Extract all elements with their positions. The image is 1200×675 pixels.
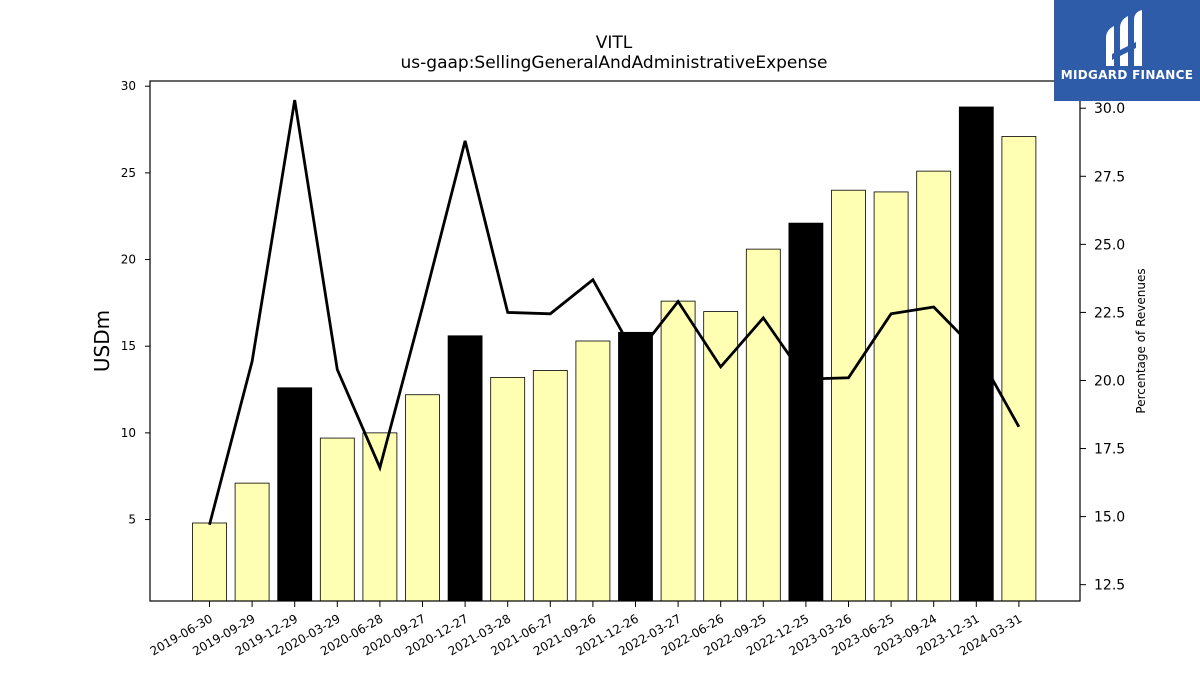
y-right-tick-label: 27.5 [1094,169,1125,185]
bar-2021-03-28 [490,376,526,602]
y-right-tick-label: 25.0 [1094,237,1125,253]
bar-2021-12-26 [618,331,653,602]
logo-mark-icon [1106,10,1142,66]
y-axis-label-right: Percentage of Revenues [1134,268,1148,413]
bar-2021-06-27 [532,370,568,602]
percentage-line [208,99,1021,526]
bar-2023-03-26 [831,189,866,602]
bar-2019-09-29 [234,482,270,602]
x-axis-ticks: 2019-06-302019-09-292019-12-292020-03-29… [148,601,1024,658]
chart-subtitle: us-gaap:SellingGeneralAndAdministrativeE… [401,53,828,73]
logo-text: MIDGARD FINANCE [1060,68,1194,82]
bar-2021-09-26 [575,340,611,602]
bar-2019-06-30 [192,522,227,602]
bar-2023-09-24 [916,170,952,602]
bar-2022-03-27 [660,300,696,602]
y-right-tick-label: 30.0 [1094,101,1125,117]
bar-2024-03-31 [1001,136,1037,602]
y-tick-label: 20 [121,253,136,267]
bar-2022-12-25 [788,222,824,602]
bar-2023-06-25 [873,191,909,602]
y-tick-label: 25 [121,166,136,180]
y-right-tick-label: 20.0 [1094,373,1125,389]
bar-2020-12-27 [447,335,483,602]
bar-2022-06-26 [703,311,739,602]
bar-2022-09-25 [745,248,781,602]
bar-2020-06-28 [362,432,398,602]
bar-2020-09-27 [405,394,440,602]
plot-frame [149,80,1081,602]
brand-logo: MIDGARD FINANCE [1054,0,1200,101]
line-series-group [208,99,1021,526]
y-tick-label: 30 [121,79,136,93]
y-axis-label: USDm [90,310,114,372]
y-right-tick-label: 22.5 [1094,305,1125,321]
bar-group [192,106,1037,602]
bar-2020-03-29 [319,437,355,602]
bar-2019-12-29 [277,387,313,602]
y-right-tick-label: 17.5 [1094,442,1125,458]
chart-title: VITL [596,33,633,53]
y-tick-label: 5 [128,513,136,527]
right-axis-ticks: 12.5 15.0 17.5 20.0 22.5 25.0 27.5 30.0 [1080,101,1125,594]
left-axis-ticks: 5 10 15 20 25 30 [121,79,150,527]
y-tick-label: 10 [121,426,136,440]
y-tick-label: 15 [121,339,136,353]
y-right-tick-label: 15.0 [1094,510,1125,526]
y-right-tick-label: 12.5 [1094,578,1125,594]
bar-2023-12-31 [958,106,994,602]
